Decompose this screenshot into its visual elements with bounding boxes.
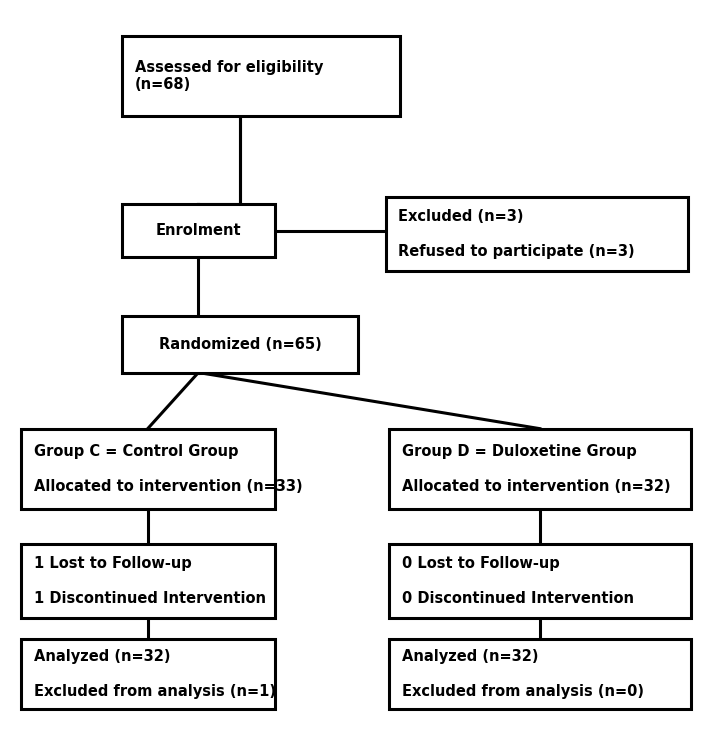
Text: 1 Lost to Follow-up

1 Discontinued Intervention: 1 Lost to Follow-up 1 Discontinued Inter… [34, 556, 266, 606]
Text: Group D = Duloxetine Group

Allocated to intervention (n=32): Group D = Duloxetine Group Allocated to … [402, 444, 670, 494]
FancyBboxPatch shape [389, 639, 691, 709]
Text: 0 Lost to Follow-up

0 Discontinued Intervention: 0 Lost to Follow-up 0 Discontinued Inter… [402, 556, 634, 606]
FancyBboxPatch shape [22, 545, 275, 618]
Text: Assessed for eligibility
(n=68): Assessed for eligibility (n=68) [134, 60, 323, 92]
FancyBboxPatch shape [122, 317, 358, 373]
Text: Analyzed (n=32)

Excluded from analysis (n=0): Analyzed (n=32) Excluded from analysis (… [402, 649, 643, 699]
Text: Enrolment: Enrolment [155, 223, 241, 238]
FancyBboxPatch shape [122, 36, 400, 116]
Text: Analyzed (n=32)

Excluded from analysis (n=1): Analyzed (n=32) Excluded from analysis (… [34, 649, 276, 699]
FancyBboxPatch shape [22, 639, 275, 709]
FancyBboxPatch shape [386, 197, 688, 270]
FancyBboxPatch shape [389, 545, 691, 618]
Text: Excluded (n=3)

Refused to participate (n=3): Excluded (n=3) Refused to participate (n… [398, 209, 635, 259]
Text: Group C = Control Group

Allocated to intervention (n=33): Group C = Control Group Allocated to int… [34, 444, 302, 494]
FancyBboxPatch shape [122, 204, 275, 257]
FancyBboxPatch shape [389, 428, 691, 510]
FancyBboxPatch shape [22, 428, 275, 510]
Text: Randomized (n=65): Randomized (n=65) [158, 337, 322, 352]
